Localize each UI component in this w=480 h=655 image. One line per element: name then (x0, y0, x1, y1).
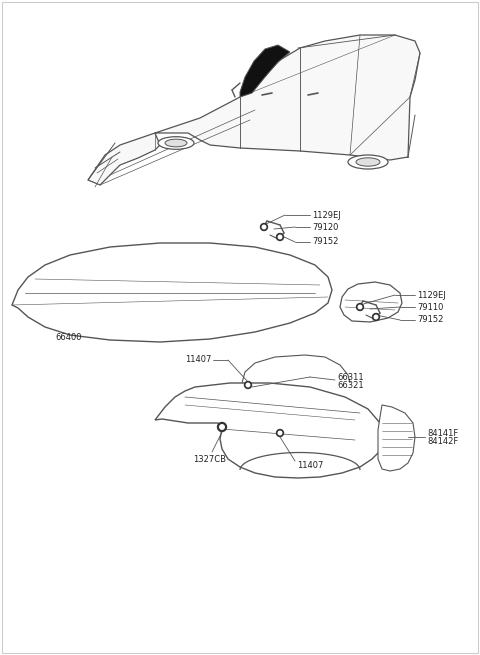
Ellipse shape (158, 137, 194, 149)
Text: 66400: 66400 (55, 333, 82, 343)
Text: 84141F: 84141F (427, 428, 458, 438)
Text: 1129EJ: 1129EJ (417, 291, 446, 299)
Polygon shape (88, 35, 420, 185)
Polygon shape (378, 405, 415, 471)
Circle shape (358, 305, 362, 309)
Text: 84142F: 84142F (427, 438, 458, 447)
Circle shape (278, 431, 282, 435)
Polygon shape (340, 282, 402, 322)
Circle shape (246, 383, 250, 386)
Ellipse shape (356, 158, 380, 166)
Text: 79110: 79110 (417, 303, 444, 312)
Text: 1129EJ: 1129EJ (312, 210, 341, 219)
Circle shape (220, 424, 224, 429)
Circle shape (217, 422, 227, 432)
Text: 11407: 11407 (185, 356, 211, 364)
Polygon shape (240, 45, 290, 97)
Text: 1327CB: 1327CB (193, 455, 227, 464)
Text: 11407: 11407 (297, 460, 324, 470)
Polygon shape (155, 383, 383, 478)
Ellipse shape (348, 155, 388, 169)
Circle shape (276, 430, 284, 436)
Polygon shape (12, 243, 332, 342)
Circle shape (244, 381, 252, 388)
Circle shape (372, 314, 380, 320)
Text: 66311: 66311 (337, 373, 364, 381)
Circle shape (278, 235, 282, 239)
Circle shape (276, 233, 284, 240)
Circle shape (357, 303, 363, 310)
Text: 79152: 79152 (312, 238, 338, 246)
Ellipse shape (165, 139, 187, 147)
Circle shape (261, 223, 267, 231)
Text: 79120: 79120 (312, 223, 338, 231)
Text: 66321: 66321 (337, 381, 364, 390)
Circle shape (262, 225, 266, 229)
Circle shape (374, 315, 378, 319)
Text: 79152: 79152 (417, 316, 444, 324)
